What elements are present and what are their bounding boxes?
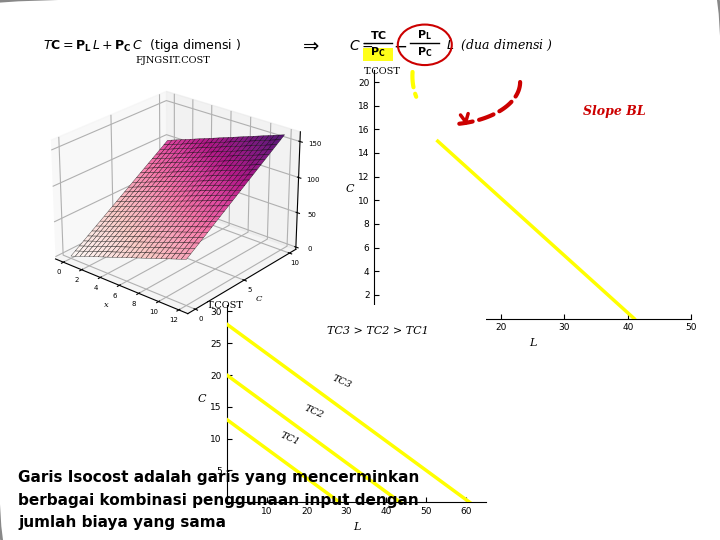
Text: berbagai kombinasi penggunaan input dengan: berbagai kombinasi penggunaan input deng… [18,493,419,508]
Text: T.COST: T.COST [207,301,244,309]
X-axis label: L: L [353,522,360,531]
X-axis label: L: L [529,338,536,348]
Text: TC2: TC2 [302,404,325,420]
Y-axis label: C: C [198,394,207,404]
Text: $\Rightarrow$: $\Rightarrow$ [299,37,320,55]
Text: TC3 > TC2 > TC1: TC3 > TC2 > TC1 [328,326,429,335]
Text: TC3: TC3 [330,373,353,390]
Text: Garis Isocost adalah garis yang mencerminkan: Garis Isocost adalah garis yang mencermi… [18,470,419,485]
Text: $\mathit{T}\mathbf{C} = \mathbf{P}_\mathbf{L}\,\mathit{L} + \mathbf{P}_\mathbf{C: $\mathit{T}\mathbf{C} = \mathbf{P}_\math… [43,37,241,55]
X-axis label: x: x [104,301,109,309]
Text: $\mathbf{TC}$: $\mathbf{TC}$ [369,29,387,41]
Text: Slope BL: Slope BL [583,105,646,118]
Text: $-$: $-$ [392,37,407,55]
FancyBboxPatch shape [363,48,393,61]
Text: TC1: TC1 [279,430,301,447]
Text: $\mathit{C} =$: $\mathit{C} =$ [349,39,374,53]
Text: $\mathbf{P}_\mathbf{L}$: $\mathbf{P}_\mathbf{L}$ [418,28,432,42]
Title: FJNGSIT.COST: FJNGSIT.COST [135,56,210,65]
Y-axis label: C: C [346,184,354,194]
Text: $\mathbf{P}_\mathbf{C}$: $\mathbf{P}_\mathbf{C}$ [417,45,433,59]
Y-axis label: C: C [256,295,262,303]
Text: jumlah biaya yang sama: jumlah biaya yang sama [18,515,226,530]
Text: $\mathit{L}$  (dua dimensi ): $\mathit{L}$ (dua dimensi ) [446,38,554,53]
Text: T.COST: T.COST [364,67,400,76]
Text: $\mathbf{P}_\mathbf{C}$: $\mathbf{P}_\mathbf{C}$ [370,45,386,59]
